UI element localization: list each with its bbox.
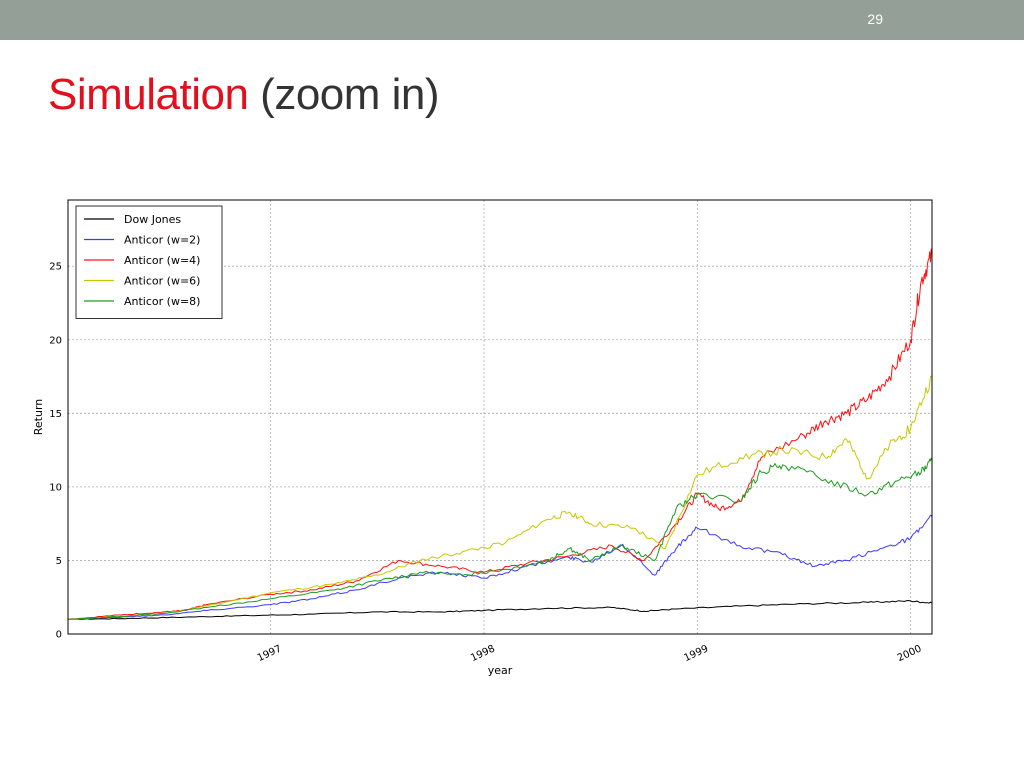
x-axis-label: year bbox=[488, 664, 513, 677]
y-tick-label: 20 bbox=[49, 335, 62, 346]
legend-entry-label: Anticor (w=2) bbox=[124, 234, 200, 247]
series-line-2 bbox=[67, 514, 933, 620]
slide-title-rest: (zoom in) bbox=[248, 70, 440, 119]
legend-entry-label: Anticor (w=6) bbox=[124, 275, 200, 288]
series-line-4 bbox=[67, 375, 933, 620]
y-tick-label: 5 bbox=[56, 556, 62, 567]
top-bar: 29 bbox=[0, 0, 1024, 40]
x-tick-label: 1998 bbox=[469, 643, 497, 664]
legend-box bbox=[75, 205, 223, 319]
slide-title-main: Simulation bbox=[48, 70, 249, 119]
series-lines bbox=[67, 248, 933, 620]
legend-entry-label: Anticor (w=8) bbox=[124, 295, 200, 308]
y-tick-label: 10 bbox=[49, 482, 62, 493]
legend-entry-label: Dow Jones bbox=[124, 213, 181, 226]
slide-title: Simulation (zoom in) bbox=[48, 70, 440, 120]
returns-chart: 0 5 10 15 20 25 1997 1998 1999 2000 year Return D… bbox=[32, 199, 933, 677]
series-line-1 bbox=[67, 600, 933, 620]
x-tick-label: 2000 bbox=[896, 643, 924, 664]
series-line-3 bbox=[67, 248, 933, 620]
series-line-5 bbox=[67, 457, 933, 620]
legend: Dow Jones Anticor (w=2) Anticor (w=4) Antic… bbox=[75, 205, 223, 319]
legend-entry-label: Anticor (w=4) bbox=[124, 254, 200, 267]
y-tick-label: 25 bbox=[49, 262, 62, 273]
slide-number: 29 bbox=[867, 11, 883, 27]
x-tick-label: 1997 bbox=[256, 643, 284, 664]
y-tick-label: 0 bbox=[56, 630, 62, 641]
y-tick-label: 15 bbox=[49, 409, 62, 420]
x-tick-label: 1999 bbox=[682, 643, 710, 664]
plot-frame bbox=[67, 199, 933, 635]
y-axis-label: Return bbox=[32, 399, 45, 436]
axis-ticks: 0 5 10 15 20 25 1997 1998 1999 2000 bbox=[49, 262, 923, 664]
